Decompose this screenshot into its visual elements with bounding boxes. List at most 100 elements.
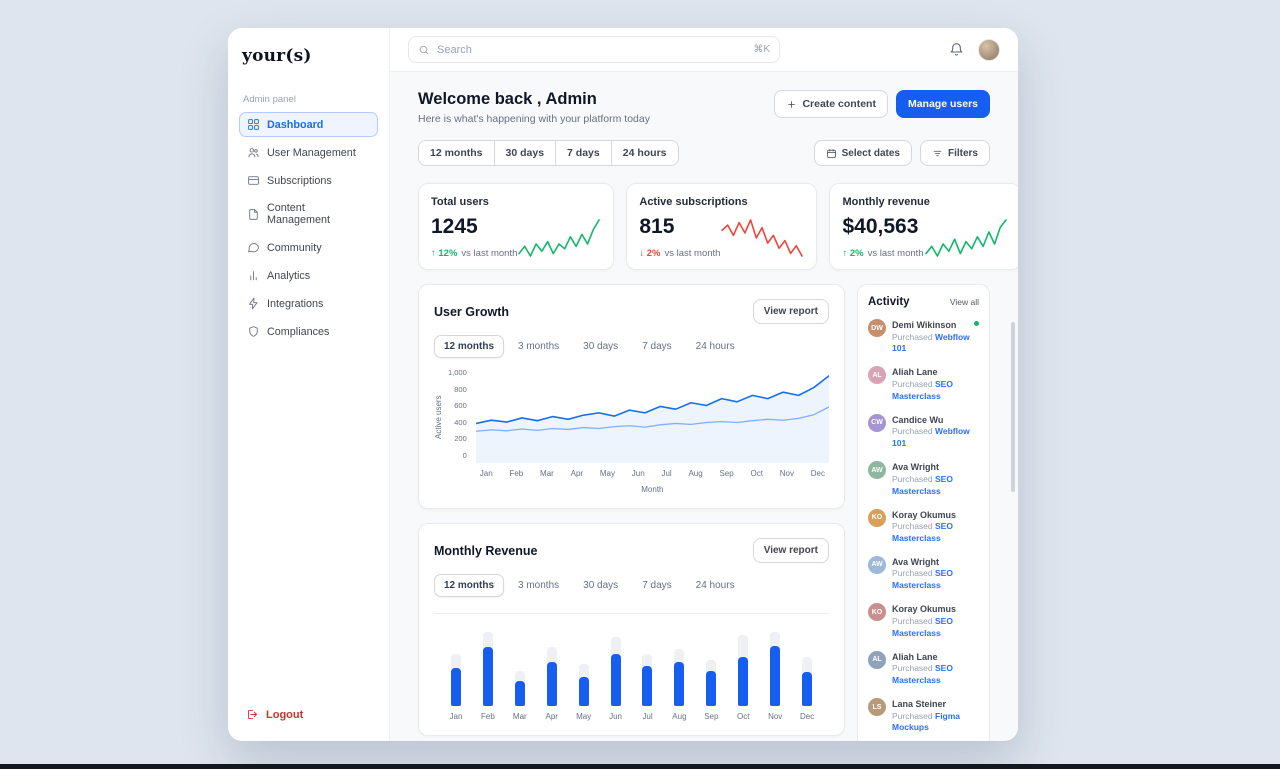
bar-month-label: May (576, 712, 592, 721)
bar-value (642, 665, 653, 706)
product-link[interactable]: Webflow 101 (892, 331, 970, 354)
activity-item: AW Ava Wright Purchased SEO Masterclass (868, 461, 979, 497)
chart-tab-30-days[interactable]: 30 days (573, 574, 628, 597)
activity-item: KO Koray Okumus Purchased SEO Masterclas… (868, 603, 979, 639)
stat-delta: ↑ 2% vs last month (842, 248, 924, 259)
sidebar-item-label: User Management (267, 146, 356, 159)
activity-item: CW Candice Wu Purchased Webflow 101 (868, 413, 979, 450)
select-dates-button[interactable]: Select dates (813, 140, 912, 166)
bar-month-label: Aug (672, 712, 687, 721)
app-window: your(s) Admin panel Dashboard User Manage… (228, 28, 1018, 741)
x-tick: Dec (810, 469, 825, 478)
search-input[interactable]: Search ⌘K (408, 36, 780, 63)
range-tab-7-days[interactable]: 7 days (556, 141, 612, 165)
bar-month-label: Nov (768, 712, 783, 721)
filter-icon (933, 150, 942, 156)
chart-tab-3-months[interactable]: 3 months (508, 335, 569, 358)
chart-tab-24-hours[interactable]: 24 hours (686, 335, 745, 358)
product-link[interactable]: Figma Mockups (892, 710, 961, 733)
chart-tab-12-months[interactable]: 12 months (434, 574, 505, 597)
product-link[interactable]: SEO Masterclass (892, 615, 953, 638)
product-link[interactable]: SEO Masterclass (892, 473, 953, 496)
y-tick: 0 (462, 450, 467, 460)
product-link[interactable]: SEO Masterclass (892, 663, 953, 686)
card-icon (248, 176, 259, 185)
activity-description: Purchased SEO Masterclass (892, 521, 953, 543)
x-tick: Aug (688, 469, 703, 478)
create-content-button[interactable]: Create content (774, 90, 888, 118)
logout-icon (246, 708, 259, 721)
sidebar-item-user-management[interactable]: User Management (239, 140, 378, 165)
product-link[interactable]: Webflow 101 (892, 426, 970, 449)
stat-card-active-subscriptions: Active subscriptions 815 ↓ 2% vs last mo… (626, 183, 818, 270)
x-tick: Jan (479, 469, 493, 478)
logout-label: Logout (266, 708, 304, 721)
sidebar-item-analytics[interactable]: Analytics (239, 263, 378, 288)
shield-icon (249, 326, 258, 337)
user-avatar[interactable] (978, 38, 1000, 61)
filter-icon (932, 148, 943, 159)
bar-value (482, 647, 493, 706)
x-axis-ticks: Jan Feb Mar Apr May Jun Jul Aug Sep Oct Nov Dec (476, 469, 829, 478)
stat-delta: ↑ 12% vs last month (431, 248, 518, 259)
stat-value: $40,563 (842, 215, 919, 238)
sidebar-item-community[interactable]: Community (239, 235, 378, 260)
range-tab-24-hours[interactable]: 24 hours (611, 141, 678, 165)
bar-value (674, 662, 685, 706)
sidebar-item-label: Analytics (267, 269, 311, 282)
product-link[interactable]: SEO Masterclass (892, 568, 953, 591)
x-tick: Nov (779, 469, 794, 478)
activity-description: Purchased SEO Masterclass (892, 663, 953, 686)
bar-month-label: Jul (642, 712, 653, 721)
chart-tab-30-days[interactable]: 30 days (573, 335, 628, 358)
sidebar-item-subscriptions[interactable]: Subscriptions (239, 168, 378, 193)
bar-month-label: Sep (704, 712, 719, 721)
activity-item: DW Demi Wikinson Purchased Webflow 101 (868, 319, 979, 355)
logout-button[interactable]: Logout (239, 702, 378, 727)
activity-user-name: Aliah Lane (892, 651, 938, 662)
sidebar-item-compliances[interactable]: Compliances (239, 319, 378, 344)
range-tab-12-months[interactable]: 12 months (419, 141, 495, 165)
product-link[interactable]: SEO Masterclass (892, 521, 953, 543)
sidebar-item-label: Subscriptions (267, 174, 332, 187)
y-tick: 200 (454, 434, 467, 444)
dashboard-content: Welcome back , Admin Here is what's happ… (390, 72, 1018, 741)
activity-avatar: AL (868, 366, 886, 385)
filters-button[interactable]: Filters (919, 140, 990, 166)
chart-tab-24-hours[interactable]: 24 hours (686, 574, 745, 597)
sidebar-item-content-management[interactable]: Content Management (239, 196, 378, 232)
activity-avatar: DW (868, 319, 886, 337)
bar-aug: Aug (663, 622, 695, 721)
chart-tab-12-months[interactable]: 12 months (434, 335, 505, 358)
monthly-revenue-bar-chart: Jan Feb Mar Apr May Jun Jul (434, 613, 829, 721)
manage-users-button[interactable]: Manage users (895, 90, 990, 118)
range-tab-30-days[interactable]: 30 days (494, 141, 557, 165)
activity-avatar: AW (868, 555, 886, 574)
activity-avatar: KO (868, 603, 886, 622)
stat-delta: ↓ 2% vs last month (639, 248, 721, 259)
product-link[interactable]: SEO Masterclass (892, 378, 953, 401)
activity-description: Purchased SEO Masterclass (892, 473, 953, 496)
bar-month-label: Jan (449, 712, 463, 721)
user-growth-range-tabs: 12 months 3 months 30 days 7 days 24 hours (434, 335, 829, 358)
activity-item: LS Lana Steiner Purchased Figma Mockups (868, 698, 979, 734)
user-growth-line-chart (475, 371, 829, 463)
chart-tab-7-days[interactable]: 7 days (632, 335, 681, 358)
chart-tab-3-months[interactable]: 3 months (508, 574, 569, 597)
chart-tab-7-days[interactable]: 7 days (632, 574, 681, 597)
date-range-tabs: 12 months 30 days 7 days 24 hours (418, 140, 679, 166)
zap-icon (248, 297, 258, 310)
x-tick: Jun (631, 469, 645, 478)
monthly-revenue-view-report-button[interactable]: View report (752, 538, 829, 563)
notifications-bell-icon[interactable] (949, 42, 964, 57)
content-scrollbar[interactable] (1011, 322, 1015, 492)
activity-view-all-link[interactable]: View all (949, 297, 979, 307)
topbar: Search ⌘K (390, 28, 1018, 72)
grid-icon (248, 119, 259, 130)
user-growth-view-report-button[interactable]: View report (752, 299, 829, 324)
bar-mar: Mar (504, 622, 536, 721)
sidebar-item-integrations[interactable]: Integrations (239, 291, 378, 316)
activity-avatar: AW (868, 461, 886, 480)
chat-icon (248, 243, 259, 253)
sidebar-item-dashboard[interactable]: Dashboard (239, 112, 378, 137)
